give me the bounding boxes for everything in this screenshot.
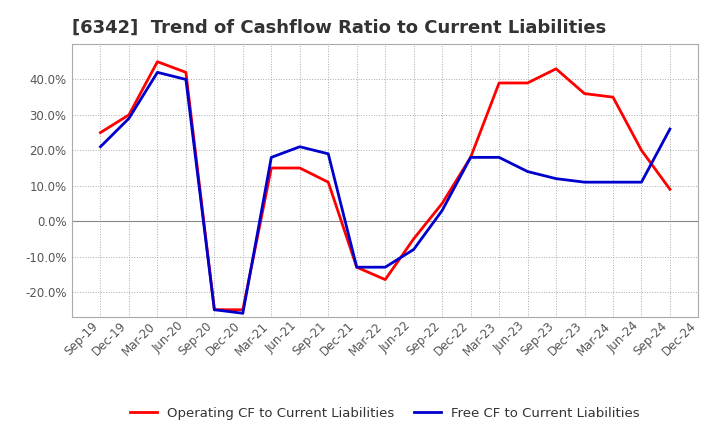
Operating CF to Current Liabilities (523, 81, 532, 86)
Operating CF to Current Liabilities (352, 264, 361, 270)
Free CF to Current Liabilities (495, 155, 503, 160)
Operating CF to Current Liabilities (324, 180, 333, 185)
Operating CF to Current Liabilities (467, 155, 475, 160)
Operating CF to Current Liabilities (552, 66, 560, 71)
Free CF to Current Liabilities (210, 307, 219, 312)
Free CF to Current Liabilities (352, 264, 361, 270)
Operating CF to Current Liabilities (96, 130, 105, 135)
Operating CF to Current Liabilities (381, 277, 390, 282)
Operating CF to Current Liabilities (210, 307, 219, 312)
Free CF to Current Liabilities (267, 155, 276, 160)
Legend: Operating CF to Current Liabilities, Free CF to Current Liabilities: Operating CF to Current Liabilities, Fre… (125, 401, 645, 425)
Operating CF to Current Liabilities (495, 81, 503, 86)
Text: [6342]  Trend of Cashflow Ratio to Current Liabilities: [6342] Trend of Cashflow Ratio to Curren… (72, 19, 606, 37)
Free CF to Current Liabilities (381, 264, 390, 270)
Free CF to Current Liabilities (125, 116, 133, 121)
Line: Free CF to Current Liabilities: Free CF to Current Liabilities (101, 72, 670, 313)
Operating CF to Current Liabilities (238, 307, 247, 312)
Line: Operating CF to Current Liabilities: Operating CF to Current Liabilities (101, 62, 670, 310)
Free CF to Current Liabilities (96, 144, 105, 150)
Free CF to Current Liabilities (153, 70, 162, 75)
Free CF to Current Liabilities (467, 155, 475, 160)
Free CF to Current Liabilities (665, 126, 674, 132)
Free CF to Current Liabilities (523, 169, 532, 174)
Operating CF to Current Liabilities (608, 95, 617, 100)
Free CF to Current Liabilities (238, 311, 247, 316)
Operating CF to Current Liabilities (580, 91, 589, 96)
Free CF to Current Liabilities (438, 208, 446, 213)
Operating CF to Current Liabilities (181, 70, 190, 75)
Free CF to Current Liabilities (324, 151, 333, 157)
Operating CF to Current Liabilities (438, 201, 446, 206)
Free CF to Current Liabilities (181, 77, 190, 82)
Free CF to Current Liabilities (608, 180, 617, 185)
Operating CF to Current Liabilities (153, 59, 162, 64)
Free CF to Current Liabilities (552, 176, 560, 181)
Operating CF to Current Liabilities (267, 165, 276, 171)
Free CF to Current Liabilities (295, 144, 304, 150)
Operating CF to Current Liabilities (295, 165, 304, 171)
Operating CF to Current Liabilities (637, 148, 646, 153)
Operating CF to Current Liabilities (125, 112, 133, 117)
Operating CF to Current Liabilities (665, 187, 674, 192)
Operating CF to Current Liabilities (410, 236, 418, 242)
Free CF to Current Liabilities (410, 247, 418, 252)
Free CF to Current Liabilities (580, 180, 589, 185)
Free CF to Current Liabilities (637, 180, 646, 185)
